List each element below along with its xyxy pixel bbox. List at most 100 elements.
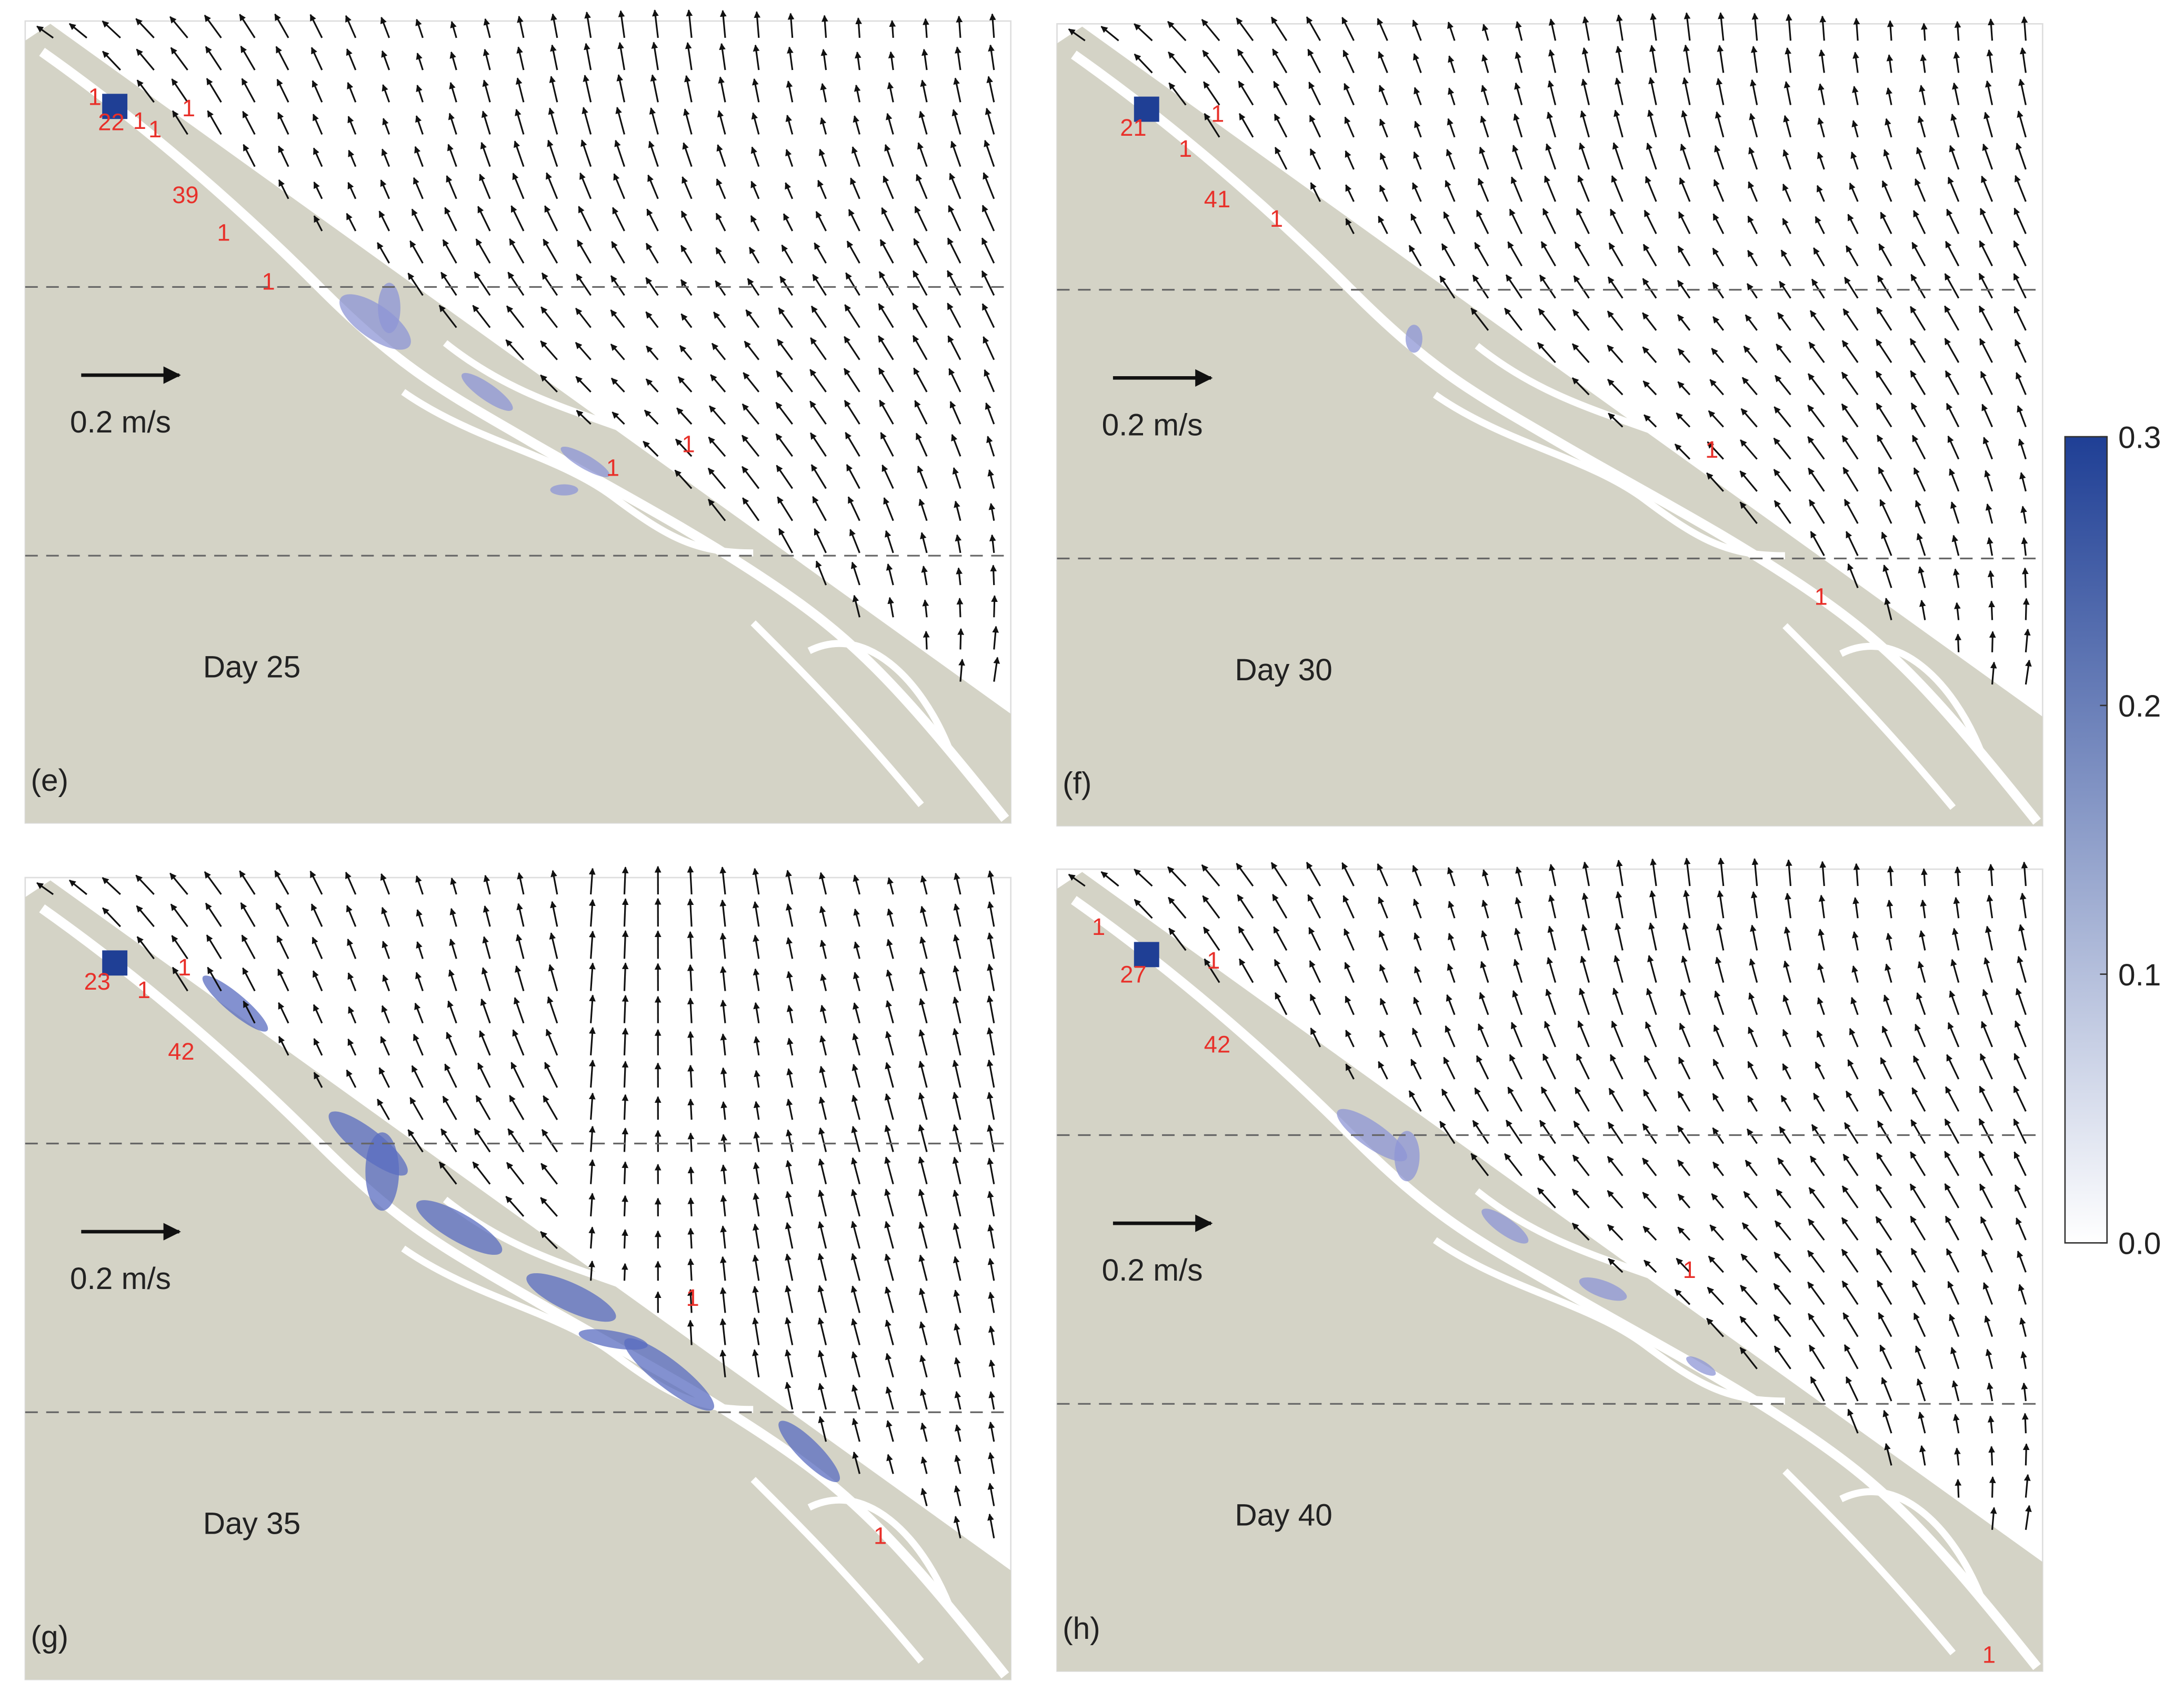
velocity-arrow: [415, 875, 424, 895]
velocity-arrow: [684, 75, 693, 103]
velocity-arrow: [276, 935, 289, 960]
velocity-arrow: [622, 866, 629, 895]
velocity-arrow: [818, 1416, 827, 1442]
velocity-arrow: [548, 107, 558, 135]
velocity-arrow: [645, 311, 659, 328]
velocity-arrow: [956, 15, 963, 38]
velocity-arrow: [1546, 112, 1557, 138]
velocity-arrow: [610, 344, 625, 360]
velocity-arrow: [1345, 184, 1355, 202]
velocity-arrow: [1414, 87, 1422, 106]
velocity-arrow: [920, 1488, 928, 1506]
velocity-arrow: [888, 51, 895, 71]
particle-count: 1: [682, 430, 695, 457]
velocity-arrow: [810, 305, 827, 328]
velocity-arrow: [1134, 23, 1153, 42]
velocity-arrow: [742, 404, 760, 425]
velocity-arrow: [1740, 439, 1758, 460]
velocity-arrow: [2013, 240, 2027, 267]
velocity-arrow: [409, 240, 424, 264]
velocity-arrow: [506, 1162, 525, 1185]
velocity-arrow: [517, 15, 525, 38]
velocity-arrow: [1682, 77, 1691, 105]
velocity-arrow: [817, 1285, 827, 1313]
velocity-arrow: [1581, 78, 1590, 105]
velocity-arrow: [1677, 348, 1691, 364]
velocity-arrow: [540, 1163, 558, 1185]
velocity-arrow: [1875, 339, 1892, 363]
velocity-arrow: [879, 399, 894, 425]
velocity-arrow: [651, 42, 659, 71]
velocity-arrow: [348, 1006, 357, 1024]
velocity-arrow: [575, 341, 592, 360]
velocity-arrow: [754, 11, 761, 38]
velocity-arrow: [887, 82, 894, 103]
velocity-arrow: [1607, 345, 1624, 364]
particle-count: 1: [133, 107, 146, 134]
velocity-arrow: [1979, 240, 1993, 267]
velocity-arrow: [786, 1129, 794, 1152]
velocity-arrow: [720, 1067, 727, 1088]
velocity-arrow: [1167, 21, 1187, 42]
velocity-arrow: [986, 76, 995, 103]
velocity-arrow: [1377, 863, 1388, 887]
velocity-arrow: [987, 1124, 995, 1152]
colorbar-tick-label: 0.1: [2118, 958, 2161, 992]
colorbar-tick-label: 0.3: [2118, 420, 2161, 455]
velocity-arrow: [1413, 151, 1422, 170]
velocity-arrow: [1982, 143, 1993, 170]
concentration-patch: [1394, 1131, 1420, 1182]
concentration-patch: [339, 294, 411, 350]
velocity-arrow: [2021, 537, 2028, 556]
velocity-arrow: [449, 938, 457, 959]
velocity-arrow: [416, 909, 424, 927]
channel: [1071, 896, 2041, 1670]
velocity-arrow: [850, 1285, 860, 1313]
velocity-arrow: [645, 378, 659, 393]
velocity-arrow: [992, 626, 999, 650]
velocity-arrow: [814, 528, 827, 553]
velocity-arrow: [1945, 240, 1960, 267]
source-marker: [102, 94, 128, 119]
velocity-arrow: [1607, 276, 1624, 299]
velocity-arrow: [849, 529, 860, 553]
velocity-arrow: [622, 1229, 628, 1249]
velocity-arrow: [687, 898, 694, 927]
velocity-arrow: [1646, 143, 1657, 170]
velocity-arrow: [1579, 142, 1590, 170]
velocity-arrow: [987, 1224, 995, 1249]
velocity-arrow: [778, 528, 794, 553]
velocity-arrow: [381, 907, 390, 927]
velocity-arrow: [239, 870, 256, 895]
velocity-arrow: [820, 48, 828, 71]
velocity-arrow: [1274, 147, 1288, 170]
velocity-arrow: [622, 1094, 629, 1120]
velocity-arrow: [240, 902, 256, 927]
velocity-arrow: [1512, 145, 1523, 170]
velocity-arrow: [1414, 120, 1422, 138]
velocity-arrow: [483, 18, 491, 38]
velocity-arrow: [846, 464, 860, 489]
velocity-arrow: [953, 1222, 961, 1249]
velocity-arrow: [682, 142, 693, 167]
velocity-arrow: [1203, 926, 1220, 951]
velocity-arrow: [204, 14, 222, 38]
velocity-arrow: [947, 270, 961, 296]
velocity-arrow: [1472, 1120, 1489, 1144]
velocity-arrow: [920, 1422, 928, 1442]
velocity-arrow: [851, 1351, 860, 1378]
velocity-arrow: [414, 146, 424, 167]
velocity-arrow: [812, 274, 827, 296]
velocity-arrow: [345, 871, 357, 895]
velocity-arrow: [818, 1190, 827, 1217]
velocity-arrow: [1642, 346, 1657, 364]
velocity-arrow: [1681, 110, 1691, 138]
velocity-arrow: [1712, 247, 1725, 267]
concentration-patch: [560, 446, 610, 477]
panel-label: (g): [31, 1620, 69, 1654]
velocity-arrow: [36, 25, 54, 39]
concentration-patch: [1405, 325, 1422, 353]
velocity-arrow: [588, 1159, 596, 1184]
velocity-arrow: [708, 405, 726, 425]
velocity-arrow: [207, 966, 222, 992]
